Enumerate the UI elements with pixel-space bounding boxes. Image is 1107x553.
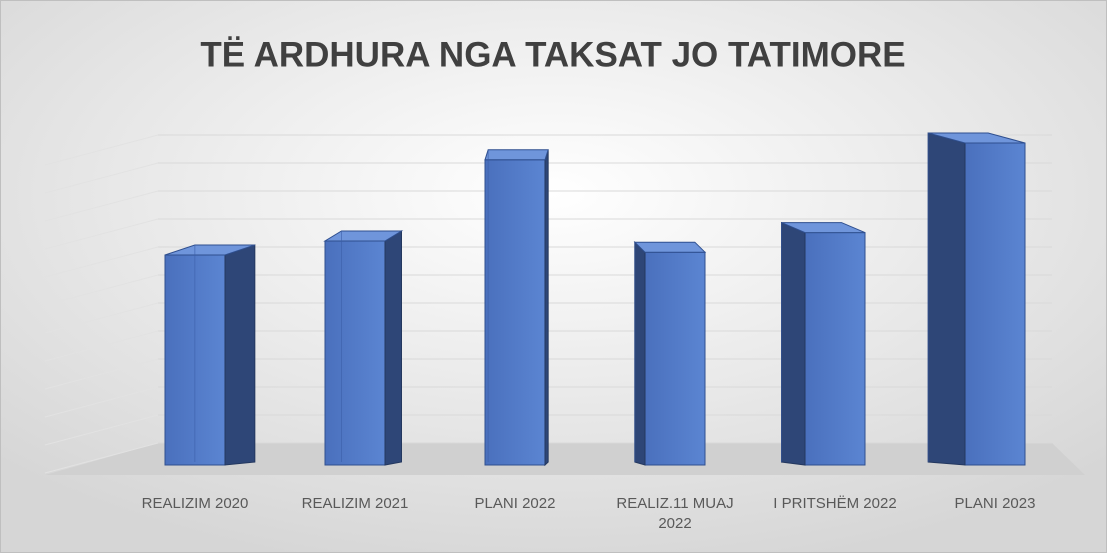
bar <box>484 159 546 466</box>
side-grid-line <box>44 134 159 166</box>
chart-title: TË ARDHURA NGA TAKSAT JO TATIMORE <box>200 35 905 74</box>
x-tick-label: REALIZIM 2020 <box>141 495 249 512</box>
bar-side <box>224 244 256 466</box>
x-tick-label: PLANI 2023 <box>954 495 1036 512</box>
side-grid-line <box>44 302 159 334</box>
bar <box>804 232 866 466</box>
side-grid-line <box>44 218 159 250</box>
bar <box>964 142 1026 466</box>
x-tick-label: I PRITSHËM 2022 <box>773 495 897 512</box>
x-tick-label: PLANI 2022 <box>474 495 556 512</box>
side-grid-line <box>44 442 159 474</box>
side-grid-line <box>44 162 159 194</box>
bar-top <box>164 244 255 256</box>
bar-side <box>384 230 402 466</box>
x-tick-label: REALIZIM 2021 <box>301 495 409 512</box>
side-grid-line <box>44 190 159 222</box>
side-grid-line <box>44 358 159 390</box>
bar <box>644 251 706 466</box>
bar-side <box>544 149 549 467</box>
bar <box>324 240 386 466</box>
side-grid-line <box>44 246 159 278</box>
bar-top <box>928 132 1026 144</box>
x-tick-label: REALIZ.11 MUAJ 2022 <box>616 495 734 532</box>
bar-top <box>323 230 404 242</box>
side-grid-line <box>44 274 159 306</box>
side-grid-line <box>44 330 159 362</box>
bar-top <box>484 149 549 161</box>
bar-side <box>781 221 806 466</box>
bar-side <box>634 241 646 466</box>
side-grid-line <box>44 386 159 418</box>
bar-top <box>781 222 866 234</box>
bar-side <box>927 132 966 466</box>
side-grid-line <box>44 414 159 446</box>
bar-top <box>633 241 707 253</box>
